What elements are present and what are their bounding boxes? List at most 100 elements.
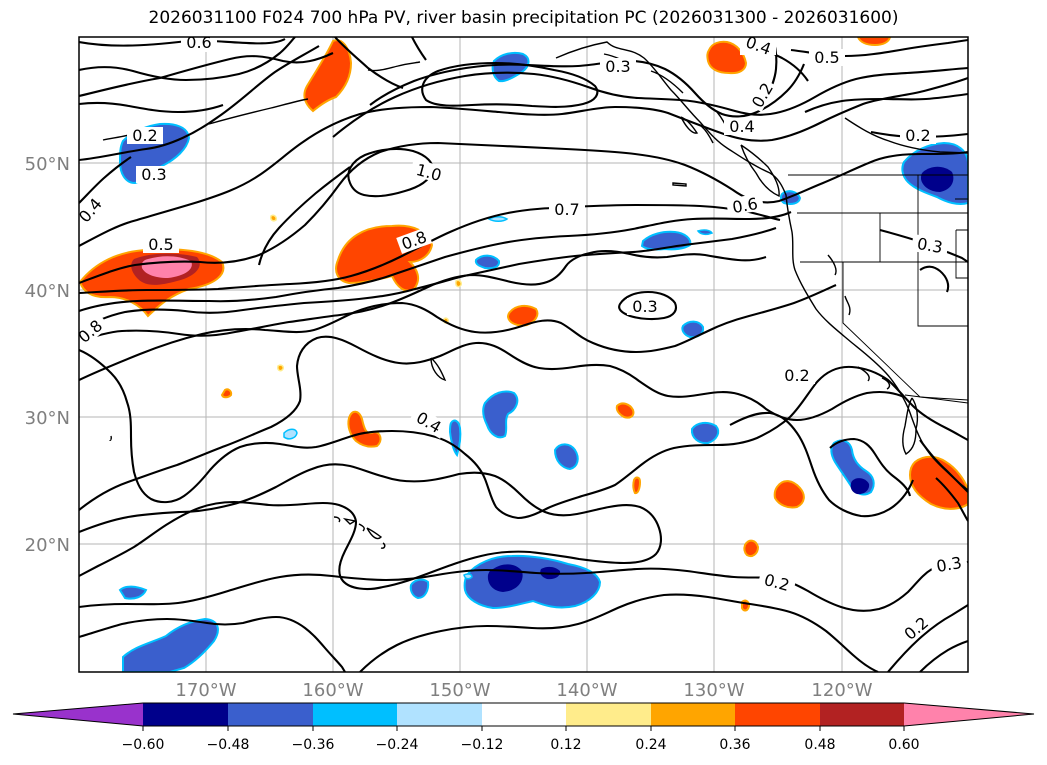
contour-label: 0.5 — [148, 235, 173, 254]
colorbar-segment — [13, 703, 143, 726]
precip-patch-neg — [474, 254, 501, 270]
precip-patch-pos — [773, 480, 805, 509]
precip-patch-pos — [220, 388, 233, 399]
border-state — [917, 262, 968, 327]
precip-patch-pos — [277, 364, 284, 372]
colorbar-tick-label: −0.24 — [376, 737, 419, 753]
precip-patch-pos — [856, 37, 892, 47]
pv-contour-path — [79, 250, 767, 343]
pv-contour-path — [332, 66, 968, 138]
colorbar-segment — [820, 703, 904, 726]
colorbar-ticks — [142, 726, 905, 731]
lat-label-50n: 50°N — [25, 154, 70, 175]
contour-label: 0.2 — [784, 366, 809, 385]
pv-contour-path — [359, 593, 879, 672]
precip-patch-neg — [690, 421, 720, 445]
pv-contour-path — [887, 604, 968, 672]
lon-label-150w: 150°W — [429, 680, 490, 701]
border-mexico — [904, 394, 968, 404]
contour-label: 0.6 — [186, 33, 211, 52]
colorbar-tick-label: 0.60 — [888, 737, 919, 753]
label-bg — [79, 191, 109, 230]
precip-patch-pos — [615, 402, 635, 419]
precip-patch-neg — [491, 51, 530, 83]
pv-contour-path — [79, 101, 224, 114]
colorbar-tick-label: −0.12 — [461, 737, 504, 753]
pv-contour-path — [79, 560, 968, 612]
pv-contour-path — [79, 203, 781, 295]
label-bg — [929, 552, 968, 576]
colorbar: −0.60 −0.48 −0.36 −0.24 −0.12 0.12 0.24 … — [12, 702, 1035, 753]
colorbar-segment — [143, 703, 228, 726]
pv-contour-path — [79, 37, 296, 82]
precip-patch-neg — [122, 617, 219, 672]
contour-label: 0.2 — [132, 126, 157, 145]
colorbar-segment — [904, 703, 1034, 726]
colorbar-segment — [228, 703, 313, 726]
pv-contour-path — [804, 92, 968, 113]
border-state — [955, 229, 968, 279]
pv-contour-path — [79, 615, 346, 672]
coastline-path — [109, 435, 112, 441]
precip-patch-pos — [706, 40, 748, 75]
coastline-path — [208, 98, 309, 125]
precip-patch-neg — [921, 166, 954, 192]
coastline-path — [740, 144, 780, 198]
coastline-path — [902, 397, 919, 455]
coastline-path — [333, 516, 386, 549]
label-bg — [724, 118, 760, 135]
pv-contour-path — [421, 61, 599, 108]
pv-contour-path — [79, 463, 663, 591]
pv-contour-path — [79, 52, 334, 98]
pv-contour-path — [829, 437, 912, 497]
lon-label-130w: 130°W — [683, 680, 744, 701]
lon-label-120w: 120°W — [811, 680, 872, 701]
label-bg — [396, 227, 433, 254]
label-bg — [725, 193, 765, 217]
label-bg — [910, 233, 950, 257]
pv-contour-path — [919, 439, 968, 493]
precip-patch-neg — [487, 216, 509, 222]
colorbar-tick-label: 0.24 — [635, 737, 666, 753]
pv-contour-path — [257, 166, 351, 266]
precip-patch-pos — [303, 39, 353, 113]
pv-contour-path — [79, 335, 905, 511]
label-bg — [143, 236, 179, 253]
label-bg — [409, 158, 449, 185]
precip-patch-neg — [448, 419, 462, 458]
label-bg — [900, 127, 936, 144]
pv-contour-path — [618, 290, 678, 321]
pv-contour-path — [919, 640, 968, 672]
pv-contour-path — [411, 37, 427, 61]
contour-label: 0.7 — [554, 200, 579, 219]
colorbar-segment — [482, 703, 566, 726]
coastline-path — [844, 117, 968, 154]
pv-contour-path — [79, 77, 968, 247]
gridlines — [79, 37, 968, 672]
precip-patch-pos — [270, 214, 277, 222]
label-bg — [127, 127, 163, 144]
colorbar-tick-label: −0.48 — [207, 737, 250, 753]
label-bg — [897, 610, 936, 647]
coastline-path — [367, 61, 421, 72]
colorbar-segment — [735, 703, 820, 726]
lon-axis-labels: 170°W 160°W 150°W 140°W 130°W 120°W — [175, 680, 872, 701]
political-borders — [788, 174, 968, 404]
pv-contour-path — [729, 411, 914, 518]
contour-label: 0.3 — [916, 234, 944, 257]
label-bg — [809, 49, 845, 66]
precip-patch-neg — [482, 390, 519, 439]
label-bg — [757, 569, 797, 596]
contour-label: 0.2 — [905, 126, 930, 145]
coastline-path — [672, 182, 687, 187]
colorbar-segment — [566, 703, 651, 726]
colorbar-tick-label: 0.12 — [550, 737, 581, 753]
colorbar-segment — [313, 703, 397, 726]
border-state — [880, 198, 968, 214]
contour-label: 0.3 — [141, 165, 166, 184]
coastline-path — [827, 254, 851, 316]
label-bg — [181, 37, 217, 52]
pv-contour-path — [79, 349, 968, 520]
